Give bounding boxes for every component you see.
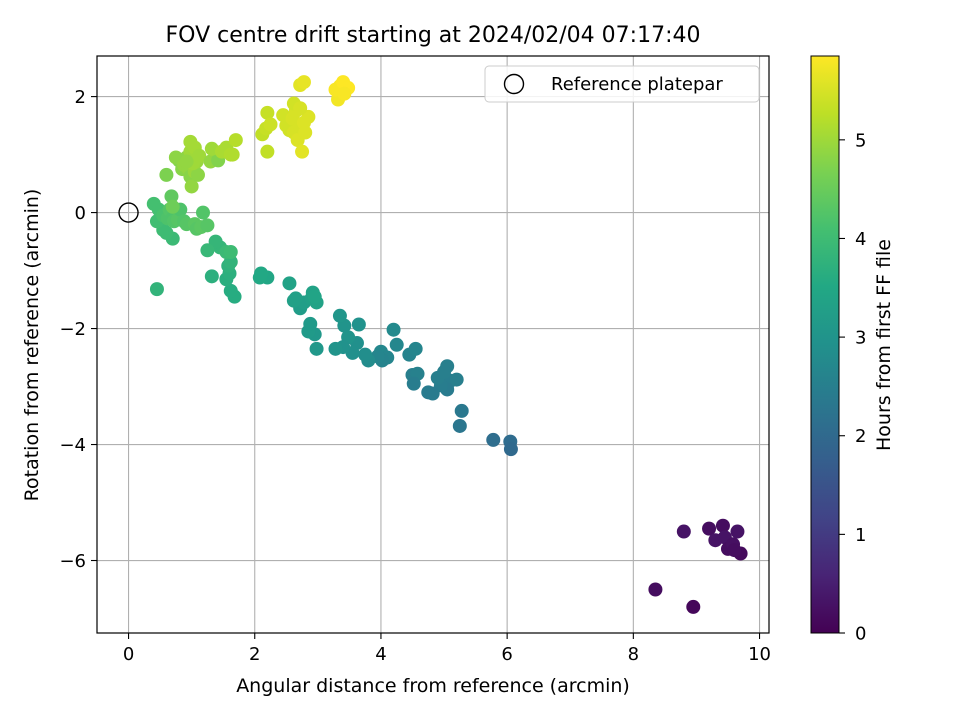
colorbar-tick-label: 5 bbox=[855, 130, 866, 151]
data-point bbox=[260, 105, 275, 120]
data-point bbox=[328, 341, 343, 356]
data-point bbox=[184, 179, 199, 194]
x-axis-ticks: 0 2 4 6 8 10 bbox=[123, 633, 771, 665]
y-axis-label: Rotation from reference (arcmin) bbox=[21, 189, 43, 502]
data-point bbox=[449, 372, 464, 387]
data-point bbox=[260, 144, 275, 159]
data-point bbox=[296, 75, 311, 90]
y-tick-label: −6 bbox=[59, 551, 86, 572]
legend: Reference platepar bbox=[484, 65, 760, 103]
data-point bbox=[263, 117, 278, 132]
colorbar: 0 1 2 3 4 5 Hours from first FF file bbox=[810, 55, 895, 645]
data-point bbox=[406, 376, 421, 391]
y-axis-ticks: 2 0 −2 −4 −6 bbox=[59, 87, 97, 572]
data-point bbox=[223, 283, 238, 298]
data-point bbox=[164, 189, 179, 204]
data-point bbox=[307, 289, 322, 304]
x-tick-label: 0 bbox=[123, 644, 134, 665]
data-point bbox=[254, 266, 269, 281]
x-tick-label: 10 bbox=[748, 644, 771, 665]
data-point bbox=[303, 316, 318, 331]
data-point bbox=[727, 543, 742, 558]
colorbar-tick-label: 0 bbox=[855, 624, 866, 645]
data-point bbox=[503, 442, 518, 457]
data-point bbox=[165, 199, 180, 214]
chart-title: FOV centre drift starting at 2024/02/04 … bbox=[166, 23, 701, 48]
colorbar-gradient bbox=[810, 55, 840, 634]
data-point bbox=[293, 101, 308, 116]
plot-area-frame bbox=[96, 55, 770, 634]
legend-box bbox=[484, 65, 760, 103]
data-point bbox=[159, 167, 174, 182]
reference-marker-group bbox=[118, 202, 139, 223]
data-point bbox=[282, 276, 297, 291]
data-point bbox=[149, 282, 164, 297]
x-tick-label: 2 bbox=[249, 644, 260, 665]
x-axis-label: Angular distance from reference (arcmin) bbox=[236, 675, 630, 697]
data-point bbox=[179, 154, 194, 169]
x-tick-label: 6 bbox=[501, 644, 512, 665]
legend-reference-marker-icon bbox=[503, 73, 525, 95]
data-point bbox=[437, 365, 452, 380]
data-point bbox=[298, 125, 313, 140]
data-point bbox=[686, 599, 701, 614]
data-point bbox=[190, 167, 205, 182]
data-point bbox=[425, 386, 440, 401]
data-point bbox=[648, 582, 663, 597]
data-point bbox=[208, 234, 223, 249]
reference-platepar-marker bbox=[118, 202, 139, 223]
data-point bbox=[386, 322, 401, 337]
grid bbox=[97, 56, 769, 633]
colorbar-tick-label: 3 bbox=[855, 328, 866, 349]
data-point bbox=[309, 341, 324, 356]
data-point bbox=[715, 518, 730, 533]
data-point bbox=[486, 432, 501, 447]
data-point bbox=[225, 147, 240, 162]
data-point bbox=[454, 403, 469, 418]
colorbar-tick-label: 4 bbox=[855, 229, 866, 250]
data-point bbox=[223, 245, 238, 260]
data-points bbox=[146, 75, 748, 614]
colorbar-tick-label: 1 bbox=[855, 525, 866, 546]
colorbar-label: Hours from first FF file bbox=[873, 239, 895, 451]
data-point bbox=[452, 418, 467, 433]
data-point bbox=[192, 148, 207, 163]
data-point bbox=[730, 524, 745, 539]
data-point bbox=[301, 109, 316, 124]
data-point bbox=[295, 144, 310, 159]
data-point bbox=[337, 86, 352, 101]
colorbar-tick-label: 2 bbox=[855, 426, 866, 447]
data-point bbox=[332, 308, 347, 323]
data-point bbox=[286, 293, 301, 308]
x-tick-label: 8 bbox=[628, 644, 639, 665]
legend-entry-reference-platepar: Reference platepar bbox=[551, 74, 723, 95]
y-tick-label: −2 bbox=[59, 319, 86, 340]
data-point bbox=[358, 347, 373, 362]
data-point bbox=[228, 133, 243, 148]
data-point bbox=[200, 218, 215, 233]
data-point bbox=[351, 317, 366, 332]
data-point bbox=[183, 134, 198, 149]
data-point bbox=[204, 269, 219, 284]
x-tick-label: 4 bbox=[375, 644, 386, 665]
data-point bbox=[196, 205, 211, 220]
colorbar-ticks: 0 1 2 3 4 5 bbox=[839, 130, 866, 645]
data-point bbox=[408, 341, 423, 356]
data-point bbox=[389, 337, 404, 352]
data-point bbox=[200, 243, 215, 258]
y-tick-label: 0 bbox=[75, 203, 86, 224]
y-tick-label: −4 bbox=[59, 435, 86, 456]
y-tick-label: 2 bbox=[75, 87, 86, 108]
data-point bbox=[676, 524, 691, 539]
data-point bbox=[702, 521, 717, 536]
